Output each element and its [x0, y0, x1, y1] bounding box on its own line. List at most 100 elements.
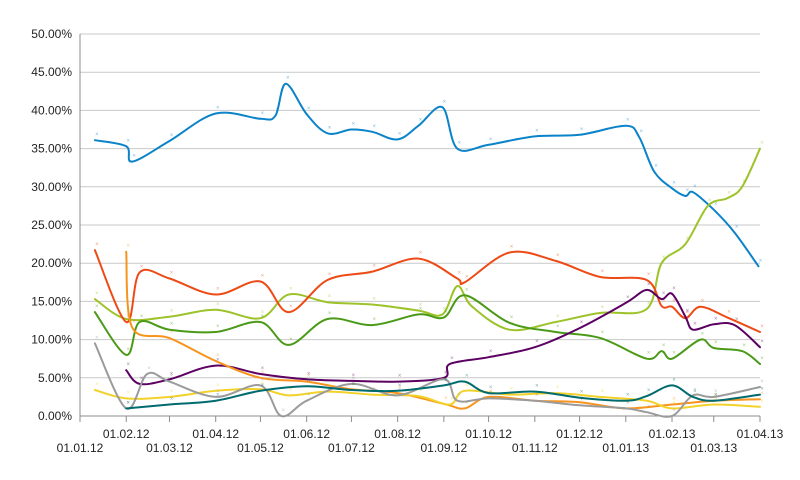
data-point: × — [261, 366, 265, 372]
data-point: × — [662, 343, 666, 349]
data-point: × — [647, 388, 651, 394]
data-point: × — [626, 400, 630, 406]
data-point: × — [672, 377, 676, 383]
series-line-1 — [93, 82, 760, 268]
data-point: × — [398, 374, 402, 380]
data-point: × — [760, 141, 764, 147]
data-point: × — [639, 129, 643, 135]
data-point: × — [510, 387, 514, 393]
data-point: × — [444, 309, 448, 315]
data-point: × — [727, 309, 731, 315]
data-point: × — [328, 311, 332, 317]
x-tick-label: 01.02.13 — [649, 427, 696, 441]
data-point: × — [307, 393, 311, 399]
data-point: × — [556, 314, 560, 320]
series-line-3 — [93, 249, 761, 333]
data-point: × — [556, 324, 560, 330]
data-point: × — [626, 393, 630, 399]
data-point: × — [328, 125, 332, 131]
data-point: × — [510, 315, 514, 321]
data-point: × — [672, 397, 676, 403]
data-point: × — [510, 245, 514, 251]
data-point: × — [443, 306, 447, 312]
data-point: × — [216, 302, 220, 308]
data-point: × — [489, 385, 493, 391]
data-point: × — [261, 370, 265, 376]
data-point: × — [465, 374, 469, 380]
data-point: × — [126, 138, 130, 144]
data-point: × — [760, 391, 764, 397]
data-point: × — [170, 374, 174, 380]
data-point: × — [662, 298, 666, 304]
data-point: × — [465, 274, 469, 280]
data-point: × — [556, 253, 560, 259]
data-point: × — [328, 272, 332, 278]
data-point: × — [170, 330, 174, 336]
data-point: × — [626, 295, 630, 301]
data-point: × — [672, 180, 676, 186]
data-point: × — [662, 291, 666, 297]
data-point: × — [352, 373, 356, 379]
data-point: × — [701, 299, 705, 305]
data-point: × — [465, 383, 469, 389]
data-point: × — [686, 310, 690, 316]
data-point: × — [419, 388, 423, 394]
data-point: × — [328, 294, 332, 300]
data-point: × — [373, 124, 377, 130]
data-point: × — [126, 400, 130, 406]
data-point: × — [489, 137, 493, 143]
data-point: × — [626, 118, 630, 124]
data-point: × — [307, 106, 311, 112]
x-tick-label: 01.01.13 — [602, 441, 649, 455]
data-point: × — [672, 408, 676, 414]
x-tick-label: 01.07.12 — [328, 441, 375, 455]
data-point: × — [307, 371, 311, 377]
data-point: × — [289, 337, 293, 343]
data-point: × — [647, 404, 651, 410]
data-point: × — [140, 314, 144, 320]
data-point: × — [170, 397, 174, 403]
y-tick-label: 35.00% — [31, 142, 72, 156]
data-point: × — [289, 304, 293, 310]
x-tick-label: 01.03.12 — [146, 441, 193, 455]
data-point: × — [126, 244, 130, 250]
data-point: × — [328, 384, 332, 390]
data-point: × — [398, 383, 402, 389]
data-point: × — [352, 376, 356, 382]
data-point: × — [95, 132, 99, 138]
data-point: × — [216, 383, 220, 389]
x-tick-label: 01.10.12 — [465, 427, 512, 441]
data-point: × — [419, 118, 423, 124]
data-point: × — [126, 347, 130, 353]
x-tick-label: 01.06.12 — [283, 427, 330, 441]
data-point: × — [647, 351, 651, 357]
data-point: × — [289, 287, 293, 293]
data-point: × — [601, 330, 605, 336]
data-point: × — [556, 385, 560, 391]
data-point: × — [126, 400, 130, 406]
data-point: × — [276, 108, 280, 114]
data-point: × — [601, 305, 605, 311]
data-point: × — [352, 382, 356, 388]
data-point: × — [95, 242, 99, 248]
data-point: × — [727, 190, 731, 196]
data-point: × — [714, 202, 718, 208]
data-point: × — [216, 105, 220, 111]
data-point: × — [535, 339, 539, 345]
data-point: × — [126, 362, 130, 368]
data-point: × — [735, 225, 739, 231]
data-point: × — [216, 324, 220, 330]
data-point: × — [95, 335, 99, 341]
data-point: × — [465, 400, 469, 406]
data-point: × — [580, 320, 584, 326]
series-line-5 — [125, 288, 761, 386]
data-point: × — [140, 264, 144, 270]
data-point: × — [373, 317, 377, 323]
data-point: × — [216, 353, 220, 359]
y-tick-label: 5.00% — [38, 371, 72, 385]
data-point: × — [535, 384, 539, 390]
data-point: × — [742, 179, 746, 185]
data-point: × — [216, 287, 220, 293]
data-point: × — [760, 387, 764, 393]
data-point: × — [686, 236, 690, 242]
